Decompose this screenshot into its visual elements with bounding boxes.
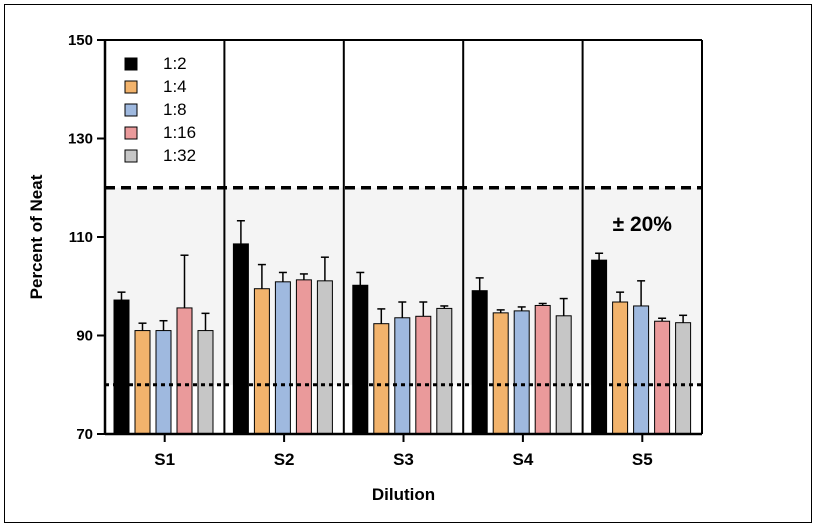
bar <box>471 290 488 435</box>
x-tick-label: S1 <box>154 450 175 469</box>
y-tick-label: 130 <box>68 131 93 148</box>
bar <box>316 280 333 435</box>
figure-frame <box>4 4 812 523</box>
bar <box>373 323 390 435</box>
y-axis-title: Percent of Neat <box>27 174 46 299</box>
legend-label: 1:16 <box>163 123 196 142</box>
legend-label: 1:32 <box>163 146 196 165</box>
x-axis-title: Dilution <box>372 485 435 504</box>
bar <box>197 330 214 435</box>
bar <box>274 281 291 435</box>
bar <box>633 305 650 435</box>
x-tick-label: S4 <box>513 450 534 469</box>
y-tick-label: 150 <box>68 32 93 49</box>
legend-label: 1:8 <box>163 100 187 119</box>
bar <box>492 312 509 435</box>
legend-label: 1:2 <box>163 54 187 73</box>
bar <box>113 299 130 435</box>
bar <box>134 330 151 435</box>
bar <box>675 322 692 435</box>
legend-swatch <box>124 57 138 71</box>
bar <box>555 315 572 435</box>
y-tick-label: 90 <box>76 328 93 345</box>
bar <box>612 301 629 435</box>
bar <box>513 310 530 435</box>
bar <box>534 304 551 435</box>
legend-swatch <box>124 80 138 94</box>
x-tick-label: S2 <box>274 450 295 469</box>
bar <box>352 284 369 435</box>
bar <box>394 317 411 435</box>
range-annotation: ± 20% <box>613 213 673 236</box>
bar <box>436 307 453 435</box>
bar <box>654 320 671 435</box>
legend-swatch <box>124 126 138 140</box>
bar <box>232 243 249 435</box>
bar <box>253 288 270 435</box>
bar <box>591 259 608 435</box>
legend-label: 1:4 <box>163 77 187 96</box>
legend-swatch <box>124 103 138 117</box>
legend-swatch <box>124 149 138 163</box>
x-tick-label: S5 <box>632 450 653 469</box>
y-tick-label: 70 <box>76 426 93 443</box>
bar <box>415 315 432 435</box>
bar <box>176 307 193 435</box>
y-tick-label: 110 <box>69 229 93 246</box>
bar <box>155 330 172 435</box>
bar <box>295 279 312 435</box>
x-tick-label: S3 <box>393 450 414 469</box>
